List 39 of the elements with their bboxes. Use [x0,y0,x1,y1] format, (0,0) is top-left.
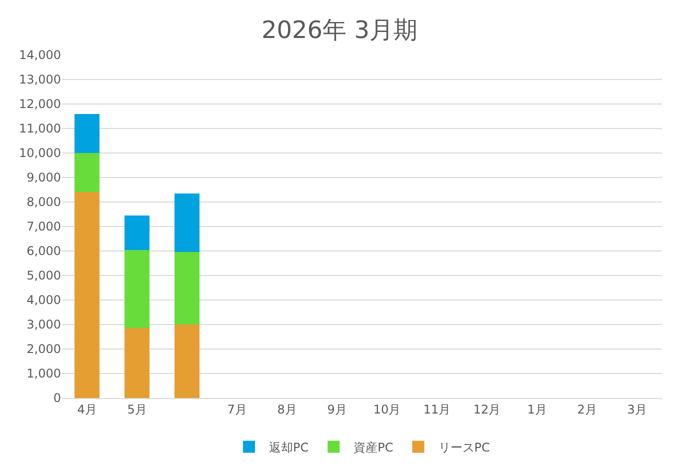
chart-title: 2026年 3月期 [262,16,418,44]
y-tick-label: 4,000 [26,293,61,308]
x-tick-label: 3月 [627,402,647,416]
y-tick-label: 3,000 [26,318,61,332]
x-tick-label: 11月 [423,402,451,416]
bar [124,328,150,398]
legend-label: リースPC [438,440,490,454]
x-tick-label: 7月 [227,402,247,416]
x-tick-label: 8月 [277,402,297,416]
y-tick-label: 14,000 [19,48,61,62]
y-tick-label: 6,000 [26,244,61,258]
y-tick-label: 8,000 [26,195,61,210]
y-tick-label: 10,000 [19,146,61,160]
y-tick-label: 5,000 [26,268,61,283]
bar [74,192,100,398]
y-tick-label: 9,000 [26,170,61,185]
bar [124,215,150,250]
y-tick-label: 2,000 [26,342,61,356]
x-tick-label: 1月 [527,402,547,416]
y-tick-label: 12,000 [19,97,61,112]
x-tick-label: 9月 [327,402,347,416]
legend-label: 資産PC [354,440,394,454]
y-tick-label: 0 [53,391,61,406]
y-tick-label: 13,000 [19,72,61,87]
legend-label: 返却PC [269,440,309,454]
y-tick-label: 11,000 [19,122,61,136]
bar [174,193,200,252]
bar [174,252,200,324]
x-tick-label: 12月 [473,402,501,416]
x-tick-label: 4月 [77,402,97,416]
bar [74,153,100,192]
y-tick-label: 1,000 [26,366,61,381]
x-tick-label: 10月 [373,402,401,416]
bar [124,250,150,328]
x-tick-label: 2月 [577,402,597,416]
bar [74,114,100,153]
x-tick-label: 5月 [127,402,147,416]
y-tick-label: 7,000 [26,220,61,234]
bar [174,324,200,398]
